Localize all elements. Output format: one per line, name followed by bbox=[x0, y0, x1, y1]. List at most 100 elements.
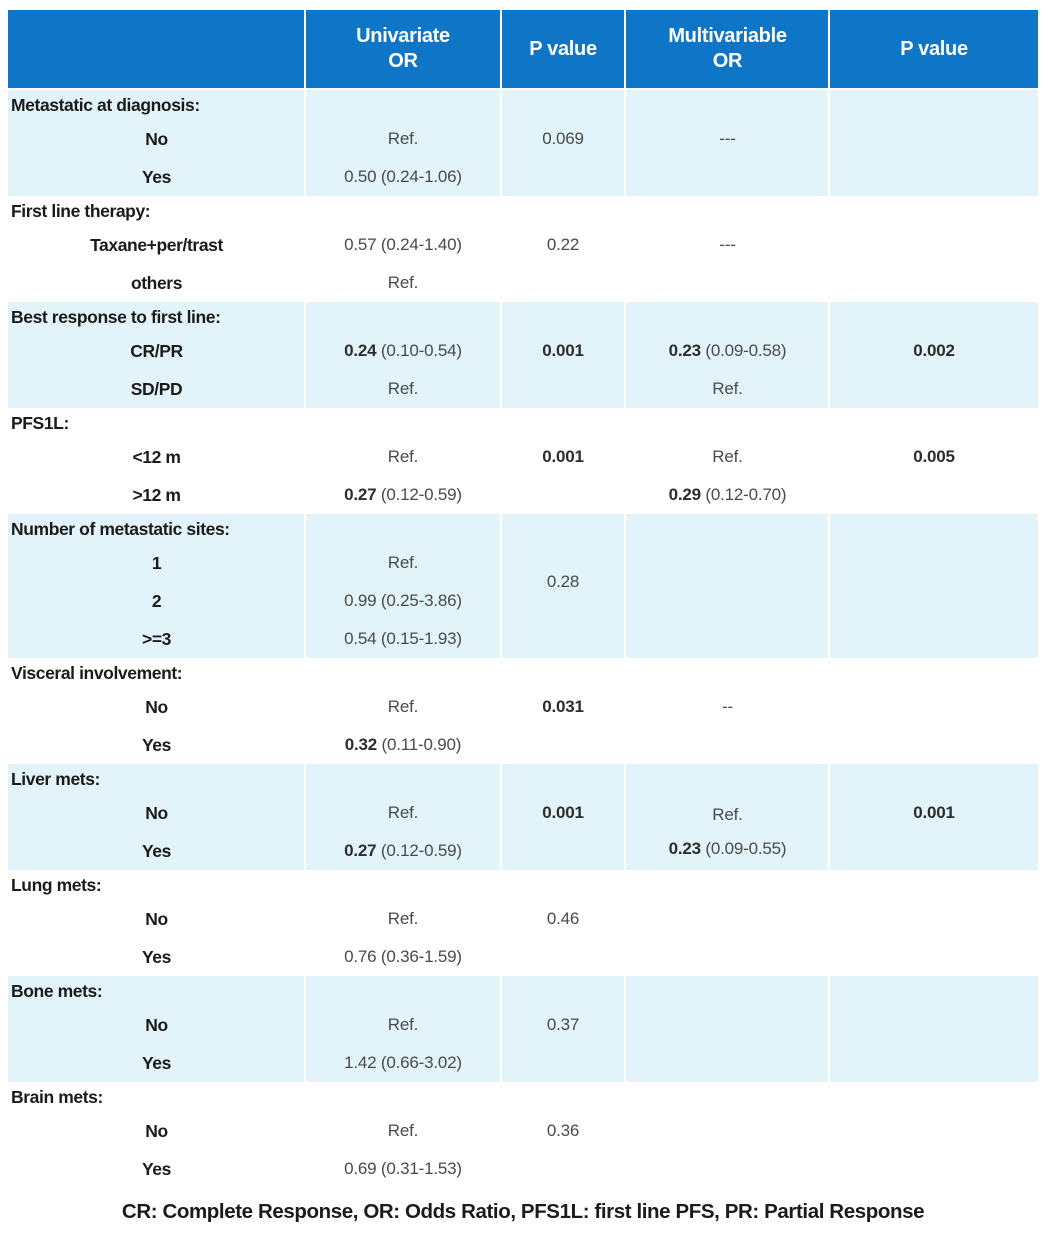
value-cell: 0.24 (0.10-0.54) bbox=[305, 332, 501, 370]
value-bold: 0.001 bbox=[542, 803, 584, 822]
section-metastatic-at-diagnosis: Metastatic at diagnosis: No Yes Ref. 0.069 --… bbox=[8, 90, 1038, 196]
value-line: Ref. bbox=[387, 440, 419, 474]
value-text: Ref. bbox=[387, 1015, 419, 1034]
value-line: 0.32 (0.11-0.90) bbox=[345, 728, 462, 762]
header-line: P value bbox=[900, 37, 968, 60]
value-text: 0.76 (0.36-1.59) bbox=[344, 947, 462, 966]
value-line: Ref. bbox=[387, 1008, 419, 1042]
value-line: Ref. bbox=[712, 440, 743, 474]
value-text: Ref. bbox=[387, 909, 419, 928]
section-label-pfs1l: PFS1L: bbox=[11, 412, 69, 433]
value-text: -- bbox=[722, 697, 733, 716]
value-line: Ref. bbox=[388, 372, 419, 406]
value-cell: 0.32 (0.11-0.90) bbox=[305, 726, 501, 764]
value-cell: 0.069 bbox=[501, 120, 625, 158]
value-bold: 0.031 bbox=[542, 697, 584, 716]
value-line: 0.76 (0.36-1.59) bbox=[344, 940, 462, 974]
value-line: 0.36 bbox=[547, 1114, 579, 1148]
value-line: 0.50 (0.24-1.06) bbox=[344, 160, 462, 194]
value-text: (0.11-0.90) bbox=[377, 735, 462, 754]
row-label: CR/PR bbox=[130, 340, 183, 361]
value-cell: 0.001 bbox=[501, 438, 625, 476]
row-label: No bbox=[145, 1120, 168, 1141]
value-cell: 0.46 bbox=[501, 900, 625, 938]
value-line: Ref. bbox=[388, 1114, 419, 1148]
value-line: 0.27 (0.12-0.59) bbox=[344, 478, 462, 512]
value-text: 0.99 (0.25-3.86) bbox=[344, 591, 462, 610]
row-label: Yes bbox=[142, 946, 171, 967]
abbreviations-footnote: CR: Complete Response, OR: Odds Ratio, P… bbox=[121, 1200, 925, 1223]
value-line: 0.001 bbox=[542, 796, 584, 830]
section-label-best-response-to-first-line: Best response to first line: bbox=[11, 306, 221, 327]
value-cell: Ref. 0.23 (0.09-0.55) bbox=[625, 794, 830, 870]
value-cell: 0.031 bbox=[501, 688, 625, 726]
value-cell: --- bbox=[625, 226, 830, 264]
value-line: 0.069 bbox=[542, 122, 584, 156]
value-text: Ref. bbox=[387, 129, 419, 148]
value-text: Ref. bbox=[712, 805, 743, 824]
value-line: Ref. bbox=[387, 266, 419, 300]
section-liver-mets: Liver mets: No Yes Ref. 0.001 Ref. 0.23 (0.09-… bbox=[8, 764, 1038, 870]
value-text: Ref. bbox=[387, 273, 419, 292]
row-label: Yes bbox=[142, 1158, 171, 1179]
value-bold: 0.24 bbox=[344, 341, 377, 360]
value-cell: 0.69 (0.31-1.53) bbox=[305, 1150, 501, 1188]
value-cell: Ref. bbox=[305, 1112, 501, 1150]
value-line: 0.24 (0.10-0.54) bbox=[344, 334, 462, 368]
section-label-brain-mets: Brain mets: bbox=[11, 1086, 103, 1107]
row-label: Yes bbox=[142, 166, 171, 187]
value-cell: --- bbox=[625, 120, 830, 158]
value-bold: 0.23 bbox=[668, 839, 701, 858]
value-bold: 0.002 bbox=[913, 341, 955, 360]
header-line: OR bbox=[388, 50, 418, 72]
row-label: 2 bbox=[151, 590, 162, 611]
value-text: Ref. bbox=[387, 697, 419, 716]
value-cell: 0.001 bbox=[830, 794, 1038, 832]
section-number-of-metastatic-sites: Number of metastatic sites: 1 2 >=3 Ref. 0.28… bbox=[8, 514, 1038, 658]
value-cell: Ref. bbox=[625, 438, 830, 476]
section-bone-mets: Bone mets: No Yes Ref. 0.37 1.42 (0.66-3.02) bbox=[8, 976, 1038, 1082]
section-label-number-of-metastatic-sites: Number of metastatic sites: bbox=[11, 518, 230, 539]
value-bold: 0.32 bbox=[344, 735, 378, 754]
section-label-liver-mets: Liver mets: bbox=[11, 768, 100, 789]
value-bold: 0.23 bbox=[668, 341, 701, 360]
value-cell: 0.005 bbox=[830, 438, 1038, 476]
row-label: No bbox=[145, 908, 168, 929]
value-text: 0.22 bbox=[546, 235, 580, 254]
value-text: 0.36 bbox=[546, 1121, 580, 1140]
table-body: Metastatic at diagnosis: No Yes Ref. 0.069 --… bbox=[8, 90, 1038, 1188]
value-text: (0.12-0.59) bbox=[376, 841, 462, 860]
value-text: --- bbox=[719, 235, 736, 254]
value-line: 0.001 bbox=[542, 440, 584, 474]
value-bold: 0.001 bbox=[913, 803, 955, 822]
section-pfs1l: PFS1L: <12 m >12 m Ref. 0.001 Ref. 0.005 0.27 (… bbox=[8, 408, 1038, 514]
value-bold: 0.29 bbox=[668, 485, 701, 504]
header-line: Univariate bbox=[356, 25, 450, 47]
value-cell: 0.27 (0.12-0.59) bbox=[305, 476, 501, 514]
value-cell: 0.36 bbox=[501, 1112, 625, 1150]
value-cell: 0.37 bbox=[501, 1006, 625, 1044]
row-label: 1 bbox=[151, 552, 162, 573]
row-label: No bbox=[145, 802, 168, 823]
value-cell: 0.001 bbox=[501, 332, 625, 370]
value-line: 0.001 bbox=[542, 334, 584, 368]
row-label: others bbox=[130, 272, 183, 293]
value-cell: 0.27 (0.12-0.59) bbox=[305, 832, 501, 870]
value-cell: Ref. bbox=[305, 438, 501, 476]
value-bold: 0.27 bbox=[344, 485, 377, 504]
section-first-line-therapy: First line therapy: Taxane+per/trast other… bbox=[8, 196, 1038, 302]
value-cell: Ref. bbox=[305, 794, 501, 832]
section-label-first-line-therapy: First line therapy: bbox=[11, 200, 151, 221]
value-cell: 0.99 (0.25-3.86) bbox=[305, 582, 501, 620]
value-text: --- bbox=[719, 129, 736, 148]
value-line: 0.27 (0.12-0.59) bbox=[344, 834, 462, 868]
value-bold: 0.001 bbox=[542, 341, 584, 360]
value-cell: 0.001 bbox=[501, 794, 625, 832]
value-text: (0.12-0.59) bbox=[376, 485, 462, 504]
value-line: --- bbox=[719, 122, 736, 156]
header-line: P value bbox=[529, 37, 597, 60]
value-cell: 0.28 bbox=[501, 544, 625, 620]
value-line: Ref. bbox=[712, 372, 743, 406]
value-text: Ref. bbox=[387, 447, 419, 466]
value-line: 0.29 (0.12-0.70) bbox=[669, 478, 787, 512]
